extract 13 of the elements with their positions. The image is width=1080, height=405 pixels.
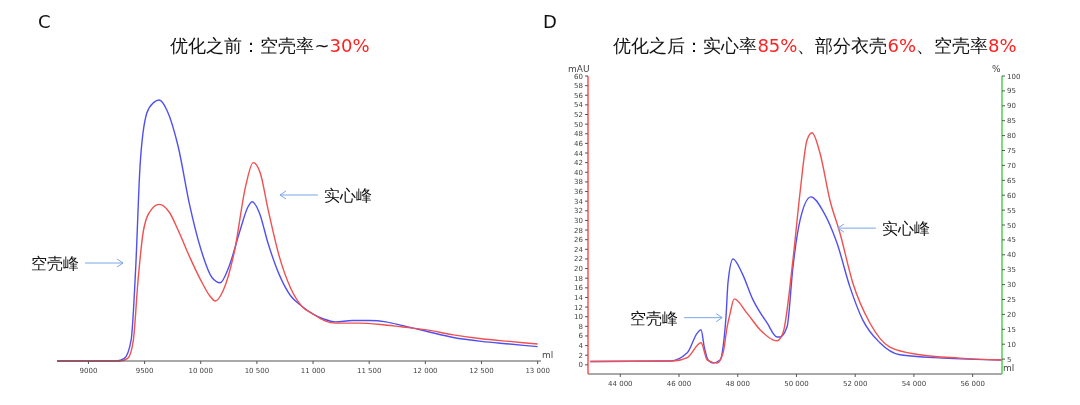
text: D <box>543 11 557 32</box>
x-axis-title: ml <box>1003 363 1015 373</box>
annotation: 空壳峰 <box>630 308 679 328</box>
x-axis-title: ml <box>542 350 554 360</box>
chart-title: 优化之前：空壳率~30% <box>170 35 370 56</box>
line-series <box>589 132 1003 364</box>
chart-title: 优化之后：实心率85%、部分衣壳6%、空壳率8% <box>613 35 1017 56</box>
annotation: 实心峰 <box>324 186 372 205</box>
text: C <box>38 11 51 32</box>
annotation: 实心峰 <box>881 219 930 239</box>
y2-axis-title: % <box>992 64 1001 74</box>
y-axis-title: mAU <box>568 64 590 74</box>
annotation: 空壳峰 <box>31 254 79 273</box>
